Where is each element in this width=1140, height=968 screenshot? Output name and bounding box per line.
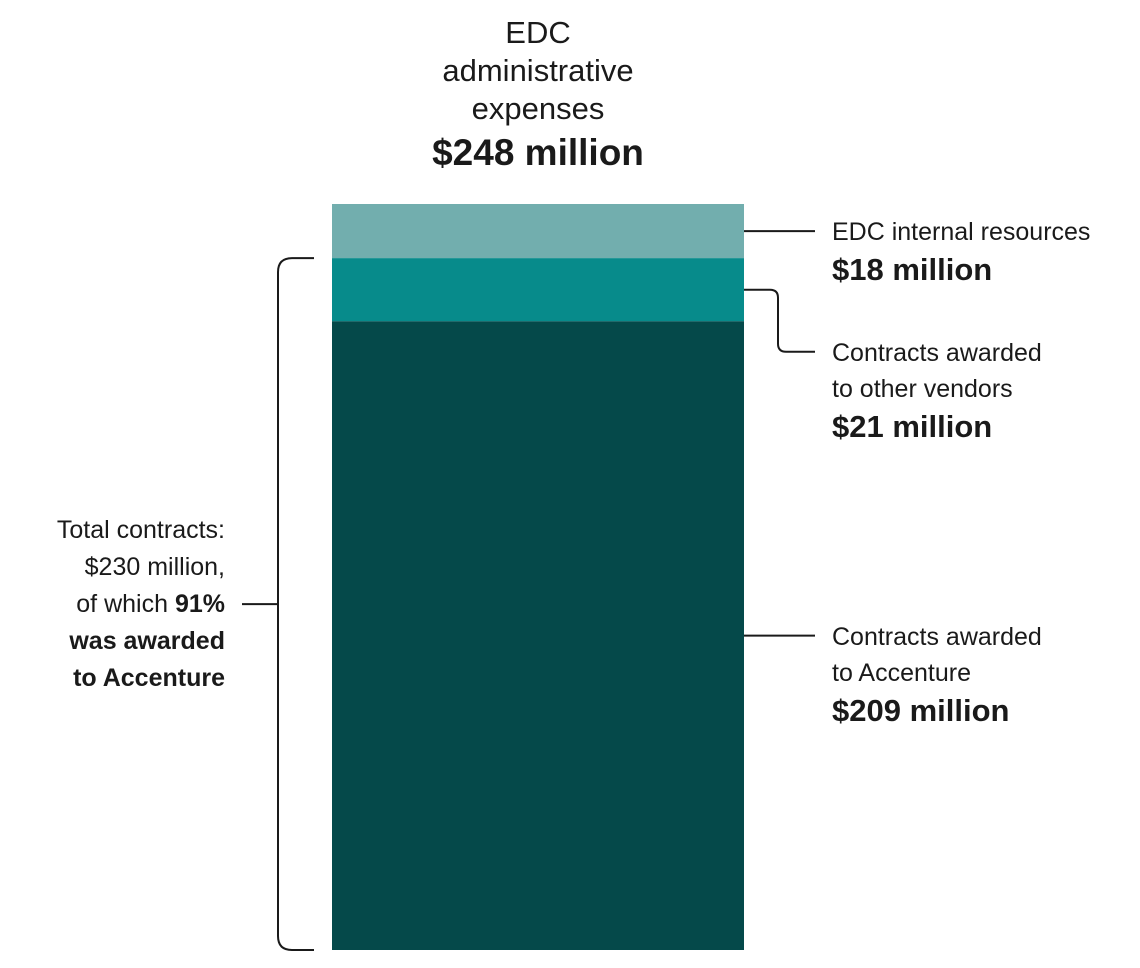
- bar-segment-0: [332, 204, 744, 259]
- total-contracts-note: Total contracts: $230 million, of which …: [10, 512, 225, 697]
- label-other-vendors: Contracts awarded to other vendors $21 m…: [832, 335, 1132, 447]
- note-bold-text: to Accenture: [73, 664, 225, 693]
- title-line-2: administrative: [442, 53, 634, 88]
- bar-segment-1: [332, 258, 744, 322]
- note-line: to Accenture: [10, 660, 225, 697]
- bar-segment-2: [332, 321, 744, 950]
- note-text: of which: [76, 590, 175, 619]
- label-value: $209 million: [832, 692, 1010, 728]
- title-line-1: EDC: [505, 15, 571, 50]
- note-line: Total contracts:: [56, 516, 225, 545]
- label-value: $18 million: [832, 252, 993, 288]
- note-line: was awarded: [10, 623, 225, 660]
- note-line: of which 91%: [10, 586, 225, 623]
- label-text: Contracts awarded: [832, 622, 1042, 651]
- label-text: to Accenture: [832, 658, 971, 687]
- note-percent: 91%: [174, 590, 225, 619]
- label-value: $21 million: [832, 408, 993, 444]
- title-total: $248 million: [432, 132, 644, 173]
- note-line: $230 million,: [84, 553, 225, 582]
- label-text: Contracts awarded: [832, 338, 1042, 367]
- label-text: to other vendors: [832, 374, 1013, 403]
- chart-title: EDC administrative expenses $248 million: [338, 14, 738, 176]
- label-text: EDC internal resources: [832, 218, 1091, 247]
- connector-line-1: [744, 288, 815, 353]
- note-bold-text: was awarded: [69, 627, 225, 656]
- label-edc-internal-resources: EDC internal resources $18 million: [832, 214, 1132, 290]
- contracts-bracket: [277, 257, 314, 951]
- title-line-3: expenses: [471, 91, 605, 126]
- label-accenture: Contracts awarded to Accenture $209 mill…: [832, 619, 1132, 731]
